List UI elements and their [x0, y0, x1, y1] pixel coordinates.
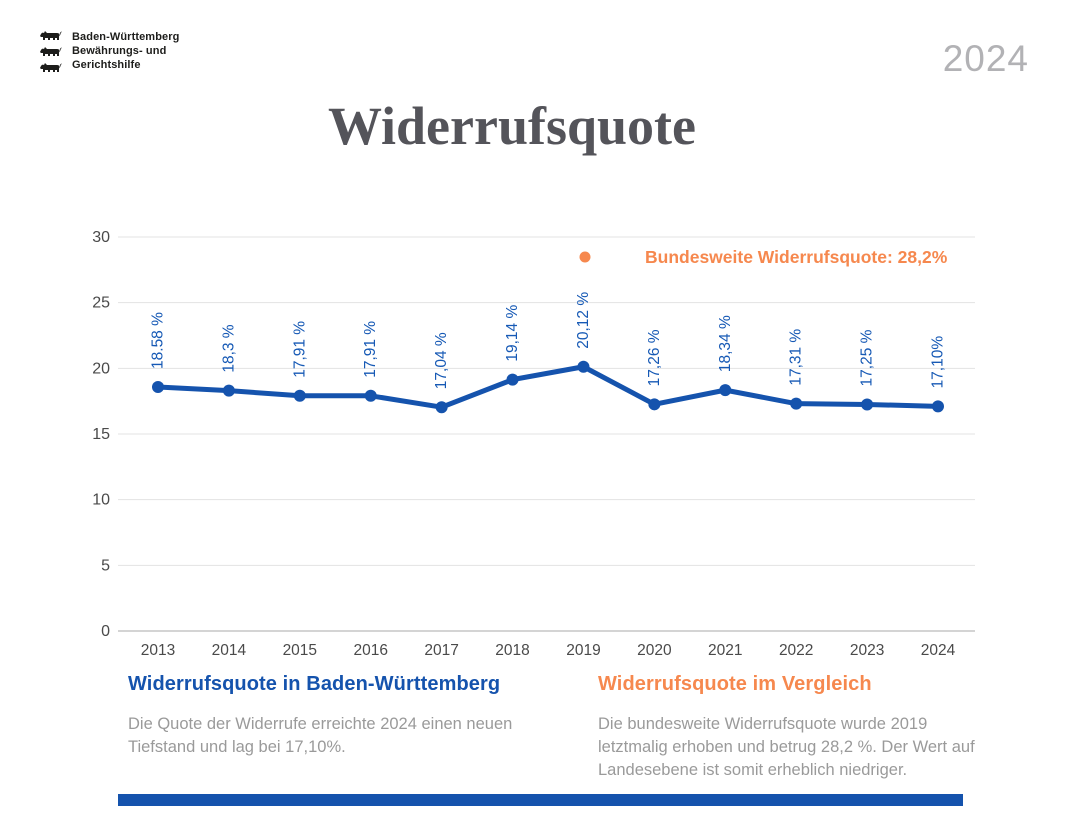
page-title: Widerrufsquote	[327, 96, 696, 156]
data-point	[222, 384, 235, 397]
chart-series: 18.58 % 18,3 % 17,91 % 17,91 % 17,04 % 19,14 …	[150, 292, 946, 414]
y-tick-label: 15	[92, 426, 110, 443]
data-point	[506, 373, 519, 386]
footer-body-vergleich: Die bundesweite Widerrufsquote wurde 201…	[598, 715, 975, 779]
x-tick-label: 2020	[637, 642, 672, 659]
chart-gridlines	[118, 236, 975, 632]
point-label: 17,26 %	[646, 329, 663, 386]
y-tick-label: 30	[92, 229, 110, 246]
x-tick-label: 2024	[921, 642, 956, 659]
line-chart: 18.58 % 18,3 % 17,91 % 17,91 % 17,04 % 19,14 …	[92, 229, 975, 659]
bottom-accent-bar	[118, 794, 963, 806]
y-tick-label: 5	[101, 557, 110, 574]
footer-section-vergleich: Widerrufsquote im Vergleich Die bundeswe…	[598, 673, 990, 782]
x-tick-label: 2023	[850, 642, 884, 659]
point-label: 17,04 %	[433, 332, 450, 389]
point-label: 19,14 %	[504, 305, 521, 362]
data-point	[719, 384, 732, 397]
data-point	[648, 398, 661, 411]
point-label: 17,91 %	[362, 321, 379, 378]
data-point	[293, 389, 306, 402]
point-label: 17,25 %	[859, 329, 876, 386]
chart-legend: Bundesweite Widerrufsquote: 28,2%	[579, 247, 948, 267]
point-label: 18.58 %	[150, 312, 167, 369]
point-label: 20,12 %	[575, 292, 592, 349]
data-point	[435, 401, 448, 414]
point-label: 17,10%	[929, 336, 946, 389]
x-tick-label: 2017	[424, 642, 458, 659]
x-tick-label: 2015	[283, 642, 317, 659]
point-label: 18,34 %	[717, 315, 734, 372]
logo-text: Baden-Württemberg Bewährungs- und Gerich…	[72, 30, 179, 75]
y-tick-label: 10	[92, 492, 110, 509]
x-tick-label: 2013	[141, 642, 175, 659]
x-tick-label: 2022	[779, 642, 813, 659]
y-tick-label: 25	[92, 295, 110, 312]
data-point	[152, 380, 164, 393]
data-point	[861, 398, 874, 411]
chart-axis-labels: 0 5 10 15 20 25 30 2013 2014 2015 2016 2017 2018 2019…	[92, 229, 955, 659]
data-line	[155, 364, 941, 410]
logo-text-line2: Bewährungs- und	[72, 45, 167, 57]
data-point	[931, 400, 944, 413]
point-label: 17,91 %	[291, 321, 308, 378]
x-tick-label: 2014	[212, 642, 247, 659]
report-year: 2024	[942, 38, 1029, 79]
legend-label: Bundesweite Widerrufsquote: 28,2%	[645, 247, 948, 267]
x-tick-label: 2016	[353, 642, 387, 659]
footer-body-bw: Die Quote der Widerrufe erreichte 2024 e…	[128, 715, 513, 756]
point-label: 18,3 %	[220, 324, 237, 372]
data-point	[364, 389, 377, 402]
data-point	[577, 360, 590, 373]
x-tick-label: 2019	[566, 642, 600, 659]
y-tick-label: 0	[101, 623, 110, 640]
footer-heading-vergleich: Widerrufsquote im Vergleich	[598, 673, 872, 695]
footer-section-bw: Widerrufsquote in Baden-Württemberg Die …	[128, 673, 528, 759]
logo-text-line1: Baden-Württemberg	[72, 31, 180, 43]
bw-three-lions-icon	[38, 30, 64, 75]
bw-logo: Baden-Württemberg Bewährungs- und Gerich…	[38, 30, 179, 75]
x-tick-label: 2018	[495, 642, 529, 659]
x-tick-label: 2021	[708, 642, 742, 659]
footer-heading-bw: Widerrufsquote in Baden-Württemberg	[128, 673, 501, 695]
logo-text-line3: Gerichtshilfe	[72, 59, 141, 71]
y-tick-label: 20	[92, 360, 110, 377]
data-point	[790, 397, 803, 410]
legend-dot-icon	[579, 251, 591, 263]
point-label: 17,31 %	[788, 329, 805, 386]
